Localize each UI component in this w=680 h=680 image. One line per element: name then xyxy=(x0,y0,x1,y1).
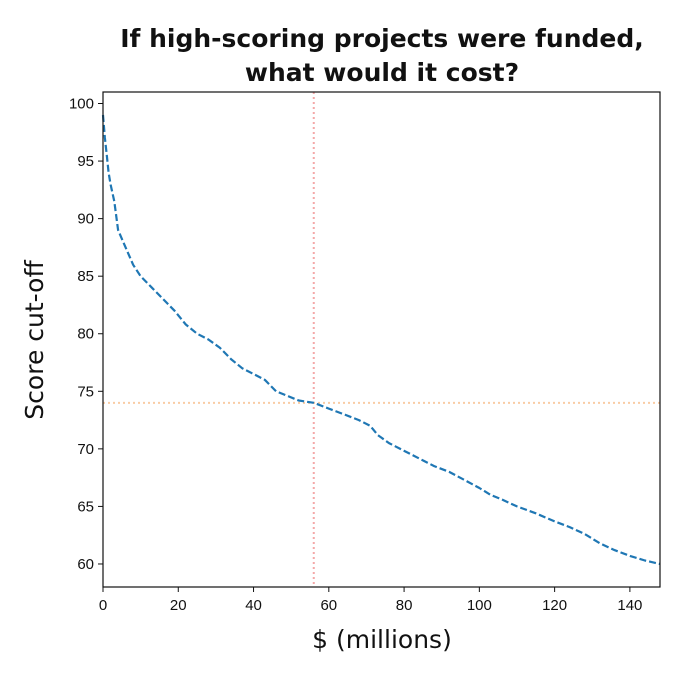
x-tick-label: 120 xyxy=(542,597,567,614)
x-tick-label: 60 xyxy=(320,597,337,614)
x-axis-ticks: 0 20 40 60 80 100 120 140 xyxy=(99,587,642,614)
y-tick-label: 75 xyxy=(77,383,94,400)
x-tick-label: 100 xyxy=(467,597,492,614)
y-tick-label: 70 xyxy=(77,441,94,458)
chart-title-line-1: If high-scoring projects were funded, xyxy=(120,24,644,53)
y-axis-label: Score cut-off xyxy=(20,260,49,420)
plot-frame xyxy=(102,91,661,588)
y-tick-label: 80 xyxy=(77,326,94,343)
chart-title-line-2: what would it cost? xyxy=(245,58,519,87)
y-tick-label: 95 xyxy=(77,153,94,170)
x-tick-label: 80 xyxy=(396,597,413,614)
x-tick-label: 20 xyxy=(170,597,187,614)
x-tick-label: 0 xyxy=(99,597,107,614)
series-line xyxy=(101,114,661,566)
x-tick-label: 140 xyxy=(617,597,642,614)
plot-area xyxy=(101,92,661,587)
y-tick-label: 60 xyxy=(77,556,94,573)
y-tick-label: 85 xyxy=(77,268,94,285)
x-axis-label: $ (millions) xyxy=(312,625,452,654)
y-tick-label: 65 xyxy=(77,498,94,515)
y-axis-ticks: 60 65 70 75 80 85 90 95 100 xyxy=(69,96,103,573)
y-tick-label: 90 xyxy=(77,211,94,228)
y-tick-label: 100 xyxy=(69,96,94,113)
x-tick-label: 40 xyxy=(245,597,262,614)
